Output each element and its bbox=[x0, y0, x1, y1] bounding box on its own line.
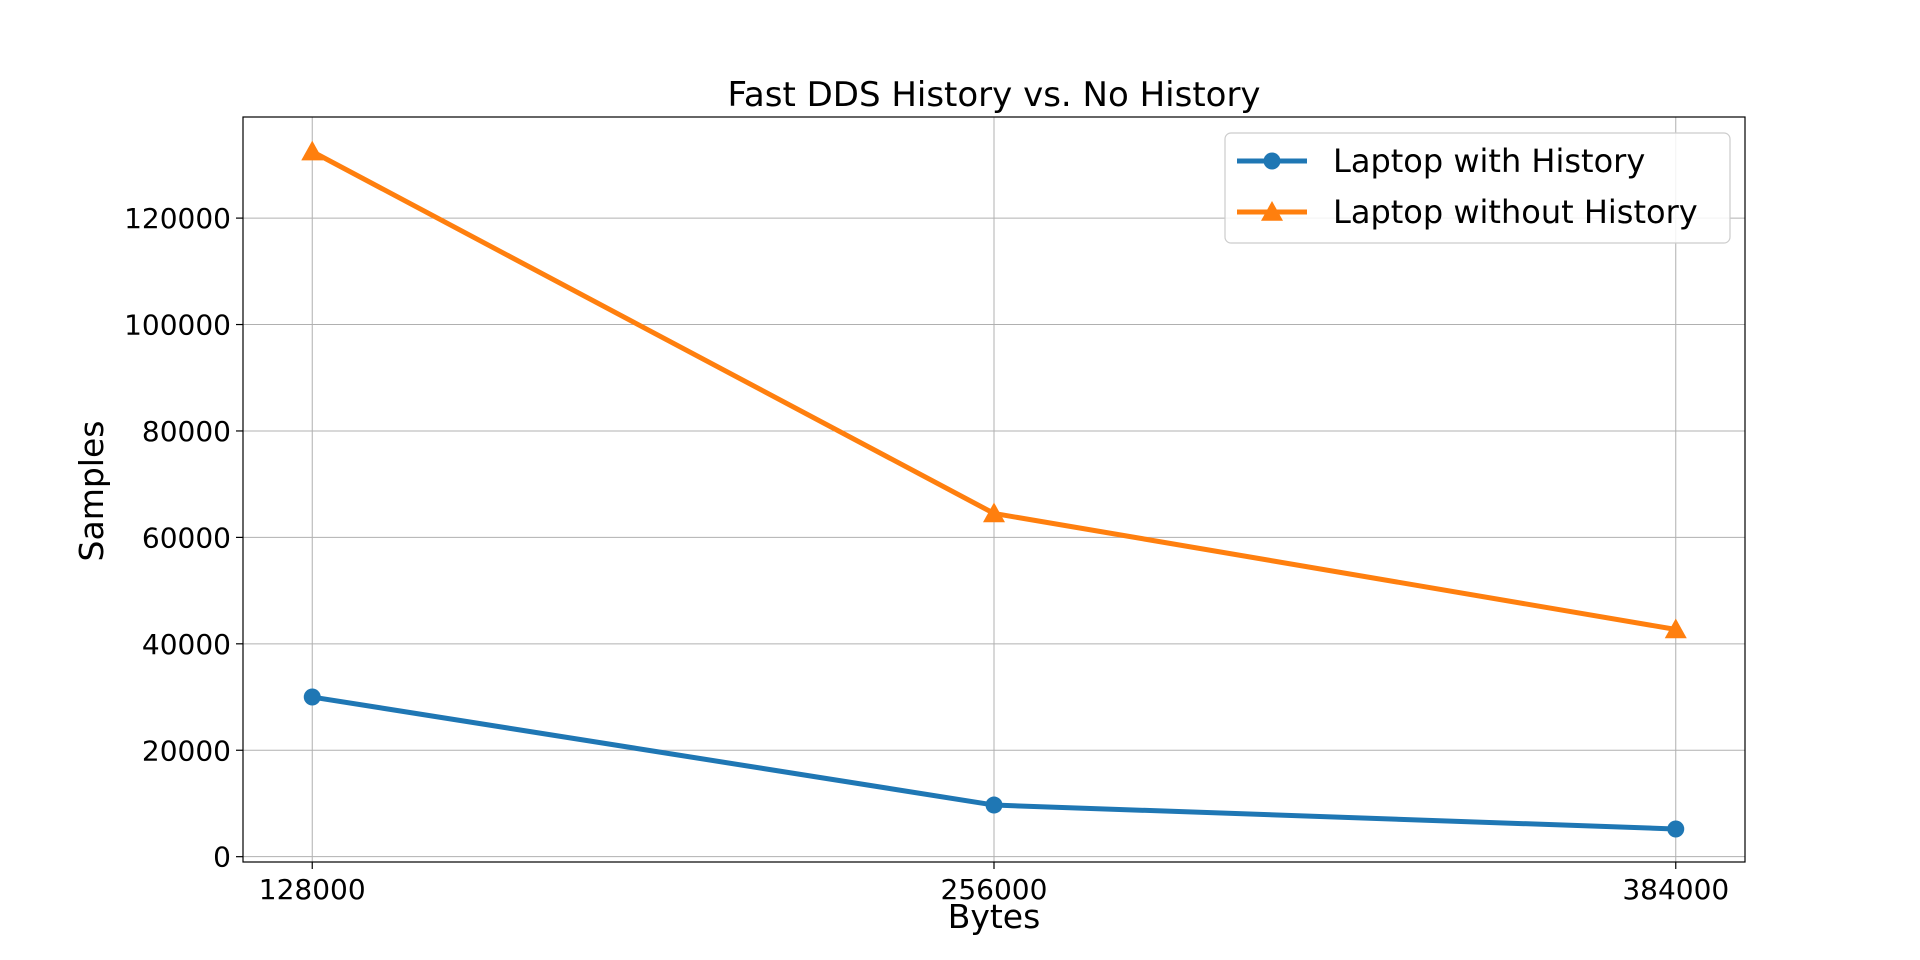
y-axis-label: Samples bbox=[72, 421, 111, 562]
legend-swatch-marker bbox=[1261, 201, 1283, 221]
y-tick-label: 80000 bbox=[142, 415, 231, 448]
legend-item: Laptop with History bbox=[1237, 142, 1645, 180]
data-point bbox=[1664, 618, 1687, 639]
data-point bbox=[301, 140, 324, 161]
x-axis-label: Bytes bbox=[948, 897, 1041, 936]
y-tick-label: 40000 bbox=[142, 628, 231, 661]
y-tick-label: 100000 bbox=[124, 309, 231, 342]
chart-title: Fast DDS History vs. No History bbox=[727, 75, 1260, 115]
data-point bbox=[303, 688, 321, 706]
legend-item: Laptop without History bbox=[1237, 193, 1698, 231]
data-point bbox=[1667, 820, 1685, 838]
series-2 bbox=[301, 140, 1687, 639]
legend-swatch-marker bbox=[1263, 152, 1281, 170]
legend: Laptop with History Laptop without Histor… bbox=[1224, 132, 1731, 244]
legend-label: Laptop with History bbox=[1333, 142, 1645, 180]
data-point bbox=[983, 502, 1005, 523]
y-tick-label: 120000 bbox=[124, 202, 231, 235]
y-tick-label: 0 bbox=[213, 841, 231, 874]
x-tick-label: 128000 bbox=[259, 873, 366, 906]
x-tick-label: 256000 bbox=[941, 873, 1048, 906]
x-tick-label: 384000 bbox=[1622, 873, 1729, 906]
y-tick-label: 20000 bbox=[142, 734, 231, 767]
series-layer bbox=[301, 140, 1687, 838]
data-point bbox=[985, 796, 1003, 814]
legend-box bbox=[1224, 132, 1731, 244]
series-1 bbox=[303, 688, 1685, 838]
y-axis-ticks: 0 20000 40000 60000 80000 100000 120000 bbox=[124, 202, 243, 874]
y-tick-label: 60000 bbox=[142, 521, 231, 554]
legend-label: Laptop without History bbox=[1333, 193, 1698, 231]
x-axis-ticks: 128000 256000 384000 bbox=[259, 862, 1729, 906]
